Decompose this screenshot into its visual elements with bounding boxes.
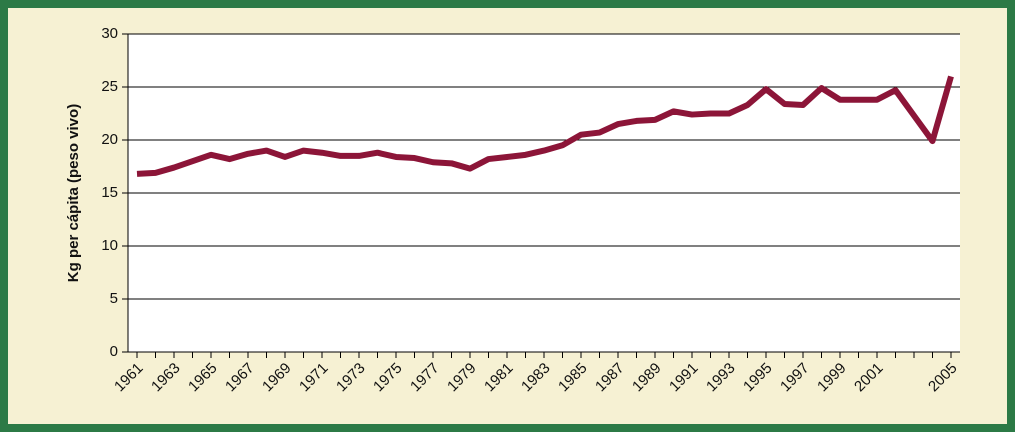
y-tick-label: 5 <box>110 290 118 307</box>
y-tick-label: 20 <box>101 131 118 148</box>
data-line <box>136 75 954 177</box>
y-tick-label: 25 <box>101 78 118 95</box>
y-tick-label: 15 <box>101 184 118 201</box>
y-tick-label: 0 <box>110 343 118 360</box>
y-tick-label: 10 <box>101 237 118 254</box>
y-tick-label: 30 <box>101 25 118 42</box>
y-axis-label: Kg per cápita (peso vivo) <box>65 104 82 282</box>
